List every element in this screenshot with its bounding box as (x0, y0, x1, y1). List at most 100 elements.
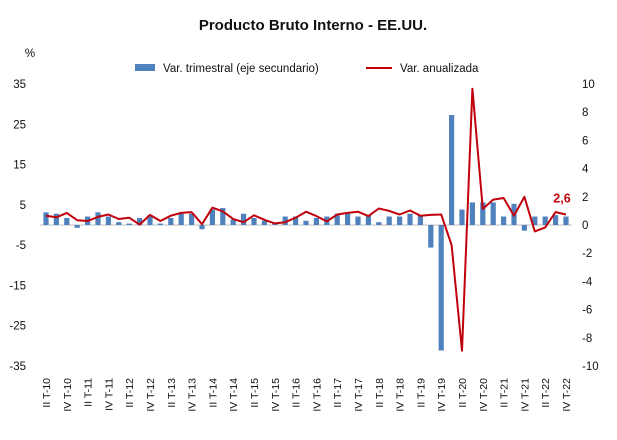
x-tick-label: II T-13 (166, 378, 178, 408)
bar-mark (147, 215, 153, 225)
x-tick-label: IV T-15 (270, 378, 282, 412)
legend-bar-swatch (135, 64, 155, 71)
bar-mark (345, 212, 351, 225)
bar-mark (43, 212, 49, 225)
bar-mark (137, 217, 143, 225)
y-right-tick-label: 0 (582, 220, 588, 232)
bar-mark (386, 216, 392, 225)
x-tick-label: IV T-17 (353, 378, 365, 412)
x-tick-label: II T-17 (332, 378, 344, 408)
x-tick-label: IV T-22 (561, 378, 573, 412)
bar-mark (251, 217, 257, 225)
x-tick-label: IV T-10 (62, 378, 74, 412)
bar-mark (469, 202, 475, 225)
x-axis: II T-10 IV T-10 II T-11 IV T-11 II T-12 IV T-… (41, 378, 573, 412)
bar-mark (230, 219, 236, 225)
x-tick-label: II T-20 (457, 378, 469, 408)
bar-mark (241, 213, 247, 225)
x-tick-label: II T-22 (540, 378, 552, 408)
x-tick-label: II T-10 (41, 378, 53, 408)
y-left-tick-label: 25 (13, 119, 26, 131)
bar-mark (105, 216, 111, 225)
bar-mark (64, 217, 70, 225)
bar-mark (178, 213, 184, 225)
x-tick-label: IV T-20 (478, 378, 490, 412)
bar-mark (397, 216, 403, 225)
y-right-tick-label: -4 (582, 276, 593, 288)
bar-mark (553, 215, 559, 225)
bar-mark (521, 225, 527, 231)
bar-mark (563, 216, 569, 225)
bar-mark (501, 216, 507, 225)
bar-mark (293, 216, 299, 225)
y-right-tick-label: -10 (582, 361, 599, 373)
last-value-annotation: 2,6 (553, 192, 570, 206)
y-right-tick-label: 10 (582, 79, 595, 91)
x-tick-label: II T-12 (124, 378, 136, 408)
y-right-tick-label: -8 (582, 333, 592, 345)
bar-mark (209, 209, 215, 225)
y-left-tick-label: 35 (13, 79, 26, 91)
x-tick-label: II T-18 (374, 378, 386, 408)
bar-mark (116, 222, 122, 225)
bar-mark (417, 215, 423, 225)
chart-title: Producto Bruto Interno - EE.UU. (199, 17, 427, 34)
bar-mark (480, 202, 486, 225)
bar-mark (126, 223, 132, 225)
bar-mark (168, 217, 174, 225)
x-tick-label: II T-16 (291, 378, 303, 408)
bar-mark (74, 225, 80, 228)
x-tick-label: IV T-19 (436, 378, 448, 412)
y-left-tick-label: -25 (9, 321, 26, 333)
bar-mark (376, 222, 382, 225)
bar-mark (438, 225, 444, 351)
x-tick-label: II T-19 (415, 378, 427, 408)
bar-mark (53, 213, 59, 225)
bar-mark (490, 202, 496, 225)
legend-bar-label: Var. trimestral (eje secundario) (163, 63, 319, 75)
bar-mark (303, 220, 309, 225)
bar-mark (334, 213, 340, 225)
left-axis: -35 -25 -15 -5 5 15 25 35 (9, 79, 26, 373)
bar-mark (365, 215, 371, 225)
y-unit-label: % (25, 48, 35, 60)
bar-mark (282, 216, 288, 225)
bar-mark (542, 216, 548, 225)
x-tick-label: II T-14 (207, 378, 219, 408)
legend-line-label: Var. anualizada (400, 63, 479, 75)
bar-mark (459, 209, 465, 225)
x-tick-label: IV T-11 (103, 378, 115, 411)
y-left-tick-label: -15 (9, 280, 26, 292)
bar-mark (95, 212, 101, 225)
y-right-tick-label: -2 (582, 248, 592, 260)
bar-mark (313, 217, 319, 225)
x-tick-label: IV T-21 (519, 378, 531, 412)
bar-series (43, 115, 569, 351)
y-left-tick-label: -35 (9, 361, 26, 373)
bar-mark (532, 216, 538, 225)
y-left-tick-label: 15 (13, 160, 26, 172)
bar-mark (220, 208, 226, 225)
x-tick-label: IV T-12 (145, 378, 157, 412)
bar-mark (449, 115, 455, 225)
right-axis: -10 -8 -6 -4 -2 0 2 4 6 8 10 (582, 79, 599, 373)
bar-mark (355, 216, 361, 225)
y-right-tick-label: 6 (582, 135, 588, 147)
bar-mark (199, 225, 205, 230)
legend: Var. trimestral (eje secundario) Var. an… (135, 63, 479, 75)
bar-mark (157, 223, 163, 225)
x-tick-label: IV T-14 (228, 378, 240, 412)
bar-mark (428, 225, 434, 248)
x-tick-label: IV T-18 (395, 378, 407, 412)
y-left-tick-label: -5 (16, 240, 26, 252)
y-right-tick-label: 2 (582, 192, 588, 204)
x-tick-label: II T-11 (83, 378, 95, 407)
bar-mark (407, 213, 413, 225)
y-left-tick-label: 5 (20, 200, 26, 212)
x-tick-label: IV T-13 (187, 378, 199, 412)
y-right-tick-label: -6 (582, 305, 592, 317)
x-tick-label: IV T-16 (311, 378, 323, 412)
bar-mark (189, 213, 195, 225)
x-tick-label: II T-21 (499, 378, 511, 408)
